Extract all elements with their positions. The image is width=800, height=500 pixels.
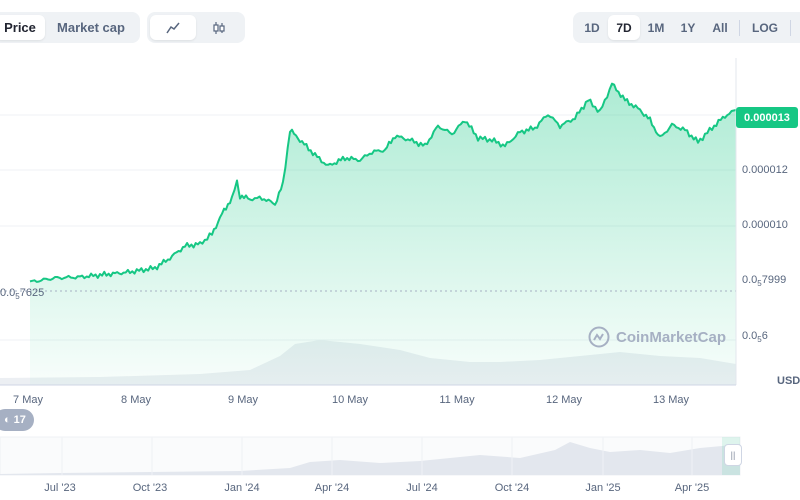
watermark: CoinMarketCap	[588, 326, 726, 348]
navigator-grid	[61, 437, 693, 475]
event-count: 17	[13, 414, 26, 426]
navigator-label: Oct '23	[132, 482, 168, 494]
y-axis-label: 0.056	[742, 330, 768, 345]
line-chart-icon	[166, 22, 180, 33]
x-axis-label: 12 May	[545, 394, 583, 406]
line-chart-button[interactable]	[150, 15, 196, 40]
navigator-area	[0, 442, 740, 475]
navigator-label: Apr '24	[314, 482, 350, 494]
range-1m[interactable]: 1M	[647, 20, 665, 35]
drag-grip-icon: ||	[730, 450, 736, 460]
navigator-label: Jan '25	[585, 482, 621, 494]
current-price-badge: 0.000013	[736, 107, 798, 128]
range-7d[interactable]: 7D	[608, 15, 640, 40]
navigator-handle[interactable]: ||	[724, 444, 742, 466]
x-axis-label: 8 May	[121, 394, 151, 406]
navigator-label: Jul '24	[406, 482, 438, 494]
metric-toggle: Price Market cap	[0, 12, 140, 43]
range-1d[interactable]: 1D	[584, 20, 600, 35]
toggle-divider	[739, 19, 740, 36]
x-axis-label: 11 May	[439, 394, 475, 406]
range-all[interactable]: All	[712, 20, 728, 35]
range-1y[interactable]: 1Y	[680, 20, 696, 35]
watermark-text: CoinMarketCap	[616, 328, 727, 346]
x-axis-label: 13 May	[652, 394, 690, 406]
toggle-divider	[790, 19, 791, 36]
navigator-label: Jan '24	[224, 482, 260, 494]
y-axis-label: 0.000012	[742, 164, 788, 176]
x-axis-label: 7 May	[13, 394, 43, 406]
y-axis-label: 0.000010	[742, 219, 788, 231]
event-badge[interactable]: ◐ 17	[0, 409, 34, 431]
range-toggle: 1D 7D 1M 1Y All LOG	[573, 12, 800, 43]
y-axis-label: 0.057999	[742, 274, 787, 289]
price-line	[29, 82, 737, 283]
currency-label: USD	[777, 375, 800, 387]
price-tab[interactable]: Price	[0, 15, 45, 40]
candlestick-button[interactable]	[196, 15, 242, 40]
navigator-label: Jul '23	[44, 482, 76, 494]
price-area	[30, 83, 736, 385]
navigator-label: Apr '25	[674, 482, 710, 494]
market-cap-tab[interactable]: Market cap	[57, 20, 125, 35]
log-scale-button[interactable]: LOG	[752, 20, 778, 35]
x-axis-label: 10 May	[331, 394, 369, 406]
coinmarketcap-logo-icon	[588, 326, 610, 348]
start-price-label: 0.057625	[0, 287, 45, 302]
event-icon: ◐	[4, 414, 11, 426]
x-axis-label: 9 May	[228, 394, 258, 406]
navigator-label: Oct '24	[494, 482, 530, 494]
chart-type-toggle	[147, 12, 245, 43]
candlestick-icon	[213, 21, 225, 34]
